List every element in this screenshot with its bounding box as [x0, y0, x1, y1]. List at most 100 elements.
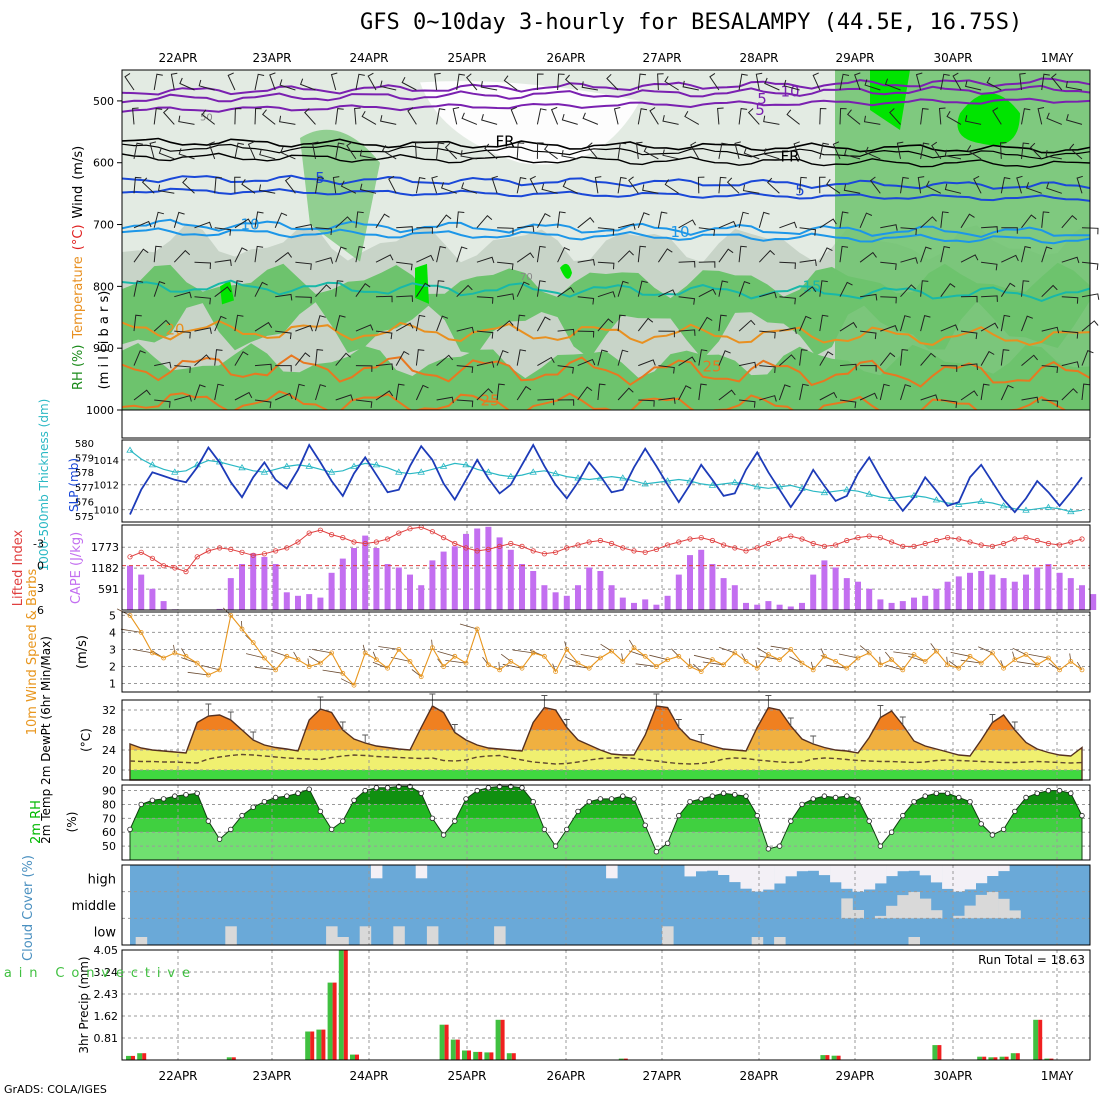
wind-barb	[1065, 81, 1083, 91]
li-marker	[653, 546, 660, 553]
cloud-high-cell	[796, 865, 808, 872]
wind-barb	[718, 389, 736, 401]
rh-marker	[754, 812, 760, 819]
wind10m-barb	[372, 651, 377, 660]
wind-barb	[1001, 227, 1018, 234]
cloud-high-cell	[986, 865, 999, 876]
wind-barb	[154, 361, 172, 369]
wind-barb	[940, 283, 956, 297]
rh-bright-patch	[560, 263, 572, 279]
rh-marker	[160, 796, 167, 802]
wind10m-barb	[580, 654, 601, 659]
thickness-marker	[753, 483, 761, 490]
precip-convective-bar	[623, 1058, 628, 1060]
li-marker	[530, 548, 536, 554]
wind-barb	[299, 78, 316, 91]
temp-maxbar	[205, 703, 212, 716]
wind-barb	[637, 280, 648, 297]
cloud-high-cell	[818, 865, 831, 876]
rh-ylabel: 2m RH	[29, 800, 44, 844]
wind10m-barb	[498, 661, 500, 670]
wind-barb	[414, 142, 422, 159]
wind-barb	[577, 296, 595, 305]
wind-barb	[819, 280, 828, 297]
rh-marker	[261, 799, 268, 805]
rh-marker	[1056, 787, 1063, 794]
wind10m-yunit: (m/s)	[75, 635, 90, 669]
li-marker	[1023, 534, 1029, 541]
cape-bar	[922, 595, 929, 610]
date-label-bottom: 27APR	[642, 1069, 681, 1083]
li-marker	[586, 539, 592, 545]
run-total-label: Run Total = 18.63	[978, 953, 1085, 967]
wind-barb	[738, 280, 751, 297]
wind-barb	[178, 148, 195, 160]
cape-bar	[407, 574, 413, 610]
wind-barb	[557, 286, 575, 298]
precip-convective-bar	[455, 1039, 460, 1060]
wind-barb	[718, 350, 731, 366]
wind-barb	[860, 365, 877, 372]
wind-barb	[133, 142, 143, 159]
wind-barb	[174, 291, 192, 299]
wind-barb	[234, 142, 244, 159]
wind-barb	[480, 81, 498, 91]
rh-marker	[474, 787, 480, 794]
wind-barb	[879, 383, 890, 401]
wind-barb	[234, 280, 243, 297]
wind-barb	[819, 142, 829, 159]
wind-barb	[766, 177, 780, 194]
wind-barb	[304, 108, 316, 125]
rh-marker	[1068, 790, 1074, 796]
wind10m-marker	[1023, 652, 1029, 657]
wind-barb	[925, 180, 942, 194]
thickness-marker	[999, 502, 1008, 509]
wind10m-marker	[542, 653, 547, 659]
wind-barb	[1081, 383, 1090, 401]
wind-barb	[759, 395, 777, 402]
wind10m-marker	[1012, 657, 1018, 663]
wind10m-marker	[620, 659, 626, 664]
temp-maxbar	[765, 695, 772, 708]
li-marker	[1057, 542, 1063, 548]
wind10m-marker	[530, 650, 536, 656]
wind10m-barb	[689, 658, 691, 667]
wind-barb	[964, 115, 982, 125]
wind-barb	[657, 73, 664, 91]
wind-barb	[960, 363, 978, 370]
cape-bar	[709, 564, 716, 610]
li-marker	[127, 554, 133, 560]
wind-barb	[966, 145, 982, 160]
wind-barb	[839, 245, 849, 263]
wind10m-marker	[172, 650, 178, 656]
page-title: GFS 0~10day 3-hourly for BESALAMPY (44.5…	[360, 10, 1023, 35]
thickness-marker	[238, 464, 246, 471]
li-marker	[508, 540, 514, 547]
rh-marker	[877, 843, 884, 849]
wind-barb	[964, 80, 982, 91]
li-marker	[844, 537, 850, 544]
temperature-contour	[121, 390, 1091, 420]
wind-barb	[557, 73, 565, 91]
cape-bar	[933, 588, 940, 611]
wind-barb	[819, 176, 826, 194]
wind10m-barb	[372, 661, 388, 669]
y-tick-label: 500	[93, 95, 114, 108]
wind10m-barb	[1016, 661, 1038, 666]
wind10m-marker	[732, 650, 738, 656]
wind10m-barb	[1028, 654, 1049, 659]
wind-barb	[940, 399, 958, 408]
wind-barb	[431, 175, 438, 194]
rh-marker	[530, 799, 536, 805]
wind-barb	[690, 141, 700, 160]
wind10m-marker	[956, 665, 962, 671]
cape-bar	[664, 595, 671, 610]
wind10m-marker	[463, 660, 469, 666]
wind-barb	[1000, 282, 1016, 297]
wind-barb	[295, 324, 313, 332]
wind-barb	[234, 218, 252, 229]
wind10m-marker	[1046, 655, 1051, 661]
wind10m-marker	[306, 664, 312, 669]
cape-bar	[261, 556, 268, 610]
